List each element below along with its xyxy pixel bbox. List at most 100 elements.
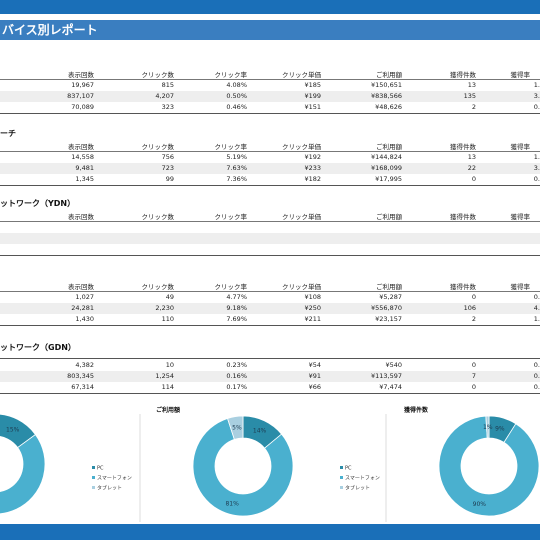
table-row: 19,967 815 4.08% ¥185 ¥150,651 13 1. [0, 80, 540, 91]
column-header: クリック率 [214, 283, 248, 291]
table-cell: 4. [533, 304, 540, 312]
table-cell: 0. [533, 175, 540, 183]
table-cell: 723 [161, 164, 174, 172]
table-cell: 7 [471, 372, 476, 380]
table-cell: 13 [467, 81, 476, 89]
table-cell: 0. [533, 383, 540, 391]
column-header: 獲得件数 [450, 283, 476, 291]
table-row: 67,314 114 0.17% ¥66 ¥7,474 0 0. [0, 382, 540, 393]
table-cell: 837,107 [67, 92, 94, 100]
pie-slice [192, 417, 294, 517]
table-cell: 0 [471, 383, 476, 391]
chart-title: ご利用額 [156, 406, 180, 414]
report-title: バイス別レポート [0, 20, 540, 40]
chart-title: 獲得件数 [404, 406, 429, 414]
table-cell: ¥192 [304, 153, 321, 161]
table-cell: 0. [533, 361, 540, 369]
table-row [0, 233, 540, 244]
column-header: クリック数 [141, 283, 175, 291]
bottom-bar [0, 524, 540, 540]
table-cell: 4.77% [226, 293, 247, 301]
table-cell: ¥48,626 [375, 103, 402, 111]
table-cell: 0. [533, 103, 540, 111]
column-header: クリック数 [141, 213, 175, 221]
table-cell: ¥211 [304, 315, 321, 323]
table-cell: 1,027 [75, 293, 94, 301]
table-header: 表示回数 クリック数 クリック率 クリック単価 ご利用額 獲得件数 獲得率 [0, 68, 540, 80]
legend-label: タブレット [97, 485, 122, 492]
table-row: 803,345 1,254 0.16% ¥91 ¥113,597 7 0. [0, 371, 540, 382]
table-cell: 99 [165, 175, 174, 183]
pie-slice [227, 415, 244, 440]
table-cell: 14,558 [71, 153, 94, 161]
table-cell: 0. [533, 293, 540, 301]
section-bottom-border [0, 255, 540, 256]
column-header: 獲得率 [510, 143, 531, 151]
column-header: 獲得率 [510, 71, 531, 79]
column-header: 表示回数 [68, 213, 94, 221]
table-cell: 7.69% [226, 315, 247, 323]
legend-swatch [92, 486, 95, 489]
table-cell: 4,207 [155, 92, 174, 100]
column-header: クリック数 [141, 71, 175, 79]
table-row: 1,345 99 7.36% ¥182 ¥17,995 0 0. [0, 174, 540, 185]
table-cell: 3. [533, 92, 540, 100]
column-header: 獲得率 [510, 283, 531, 291]
pie-slice [488, 415, 517, 443]
column-header: ご利用額 [376, 213, 402, 221]
column-header: クリック単価 [282, 283, 321, 291]
table-row: 9,481 723 7.63% ¥233 ¥168,099 22 3. [0, 163, 540, 174]
table-header: 表示回数 クリック数 クリック率 クリック単価 ご利用額 獲得件数 獲得率 [0, 210, 540, 222]
column-header: 表示回数 [68, 143, 94, 151]
table-cell: 0.17% [226, 383, 247, 391]
table-cell: 9,481 [75, 164, 94, 172]
column-header: 表示回数 [68, 283, 94, 291]
table-row [0, 244, 540, 255]
table-cell: 1,254 [155, 372, 174, 380]
legend-swatch [340, 486, 343, 489]
table-cell: 5.19% [226, 153, 247, 161]
table-cell: 7.36% [226, 175, 247, 183]
table-row: 14,558 756 5.19% ¥192 ¥144,824 13 1. [0, 152, 540, 163]
table-cell: 19,967 [71, 81, 94, 89]
table-cell: 106 [463, 304, 476, 312]
table-cell: 4,382 [75, 361, 94, 369]
column-header: クリック数 [141, 143, 175, 151]
legend-swatch [92, 466, 95, 469]
table-cell: 1,345 [75, 175, 94, 183]
table-cell: ¥108 [304, 293, 321, 301]
table-row: 837,107 4,207 0.50% ¥199 ¥838,566 135 3. [0, 91, 540, 102]
section-title: ットワーク（YDN） [0, 199, 76, 208]
table-row: 70,089 323 0.46% ¥151 ¥48,626 2 0. [0, 102, 540, 113]
column-header: クリック率 [214, 71, 248, 79]
table-row: 4,382 10 0.23% ¥54 ¥540 0 0. [0, 360, 540, 371]
table-cell: 323 [161, 103, 174, 111]
table-cell: 0 [471, 175, 476, 183]
legend-label: スマートフォン [97, 476, 132, 482]
table-cell: ¥150,651 [370, 81, 402, 89]
table-cell: 2,230 [155, 304, 174, 312]
table-cell: 756 [161, 153, 174, 161]
table-cell: 803,345 [67, 372, 94, 380]
table-cell: 1. [533, 81, 540, 89]
table-cell: 0.23% [226, 361, 247, 369]
table-cell: 13 [467, 153, 476, 161]
legend-label: PC [345, 466, 352, 472]
table-cell: ¥556,870 [370, 304, 402, 312]
table-cell: ¥144,824 [370, 153, 402, 161]
column-header: 表示回数 [68, 71, 94, 79]
column-header: 獲得件数 [450, 71, 476, 79]
table-cell: ¥540 [385, 361, 402, 369]
pie-slice [438, 415, 540, 517]
slice-label: 5% [232, 424, 242, 431]
column-header: 獲得件数 [450, 213, 476, 221]
table-row: 24,281 2,230 9.18% ¥250 ¥556,870 106 4. [0, 303, 540, 314]
section-bottom-border [0, 185, 540, 186]
table-cell: 1. [533, 153, 540, 161]
slice-label: 15% [6, 426, 20, 433]
table-cell: 2 [471, 315, 476, 323]
table-cell: 4.08% [226, 81, 247, 89]
table-cell: ¥182 [304, 175, 321, 183]
table-cell: 9.18% [226, 304, 247, 312]
table-cell: ¥5,287 [379, 293, 402, 301]
